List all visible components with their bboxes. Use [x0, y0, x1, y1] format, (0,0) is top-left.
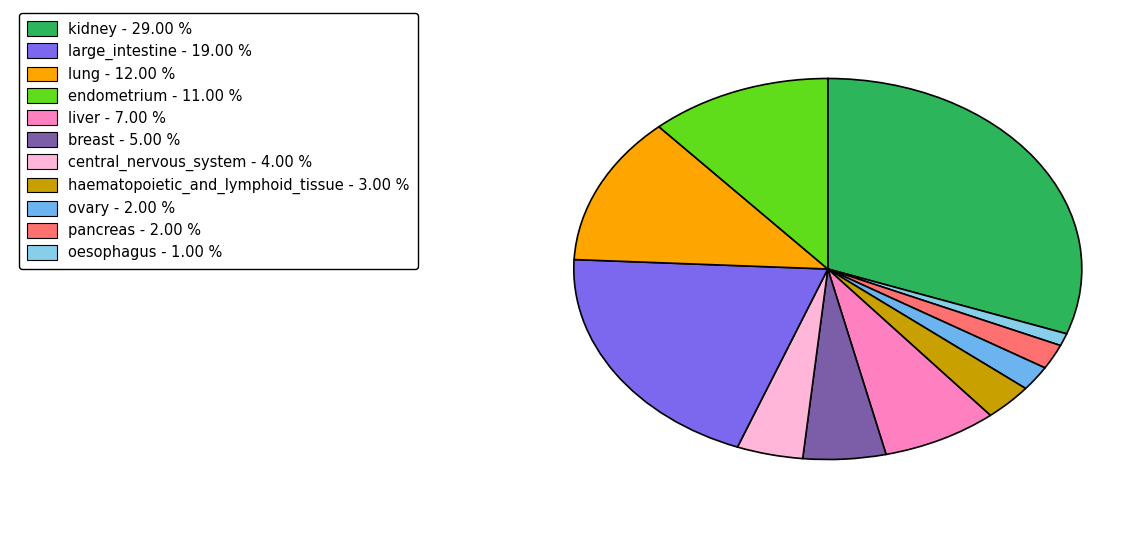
Wedge shape — [828, 269, 990, 455]
Wedge shape — [574, 127, 828, 269]
Wedge shape — [574, 259, 828, 447]
Legend: kidney - 29.00 %, large_intestine - 19.00 %, lung - 12.00 %, endometrium - 11.00: kidney - 29.00 %, large_intestine - 19.0… — [18, 13, 418, 269]
Wedge shape — [828, 269, 1067, 345]
Wedge shape — [828, 269, 1044, 388]
Wedge shape — [828, 269, 1025, 415]
Wedge shape — [828, 269, 1060, 368]
Wedge shape — [803, 269, 886, 459]
Wedge shape — [828, 79, 1082, 334]
Wedge shape — [659, 79, 828, 269]
Wedge shape — [737, 269, 828, 458]
